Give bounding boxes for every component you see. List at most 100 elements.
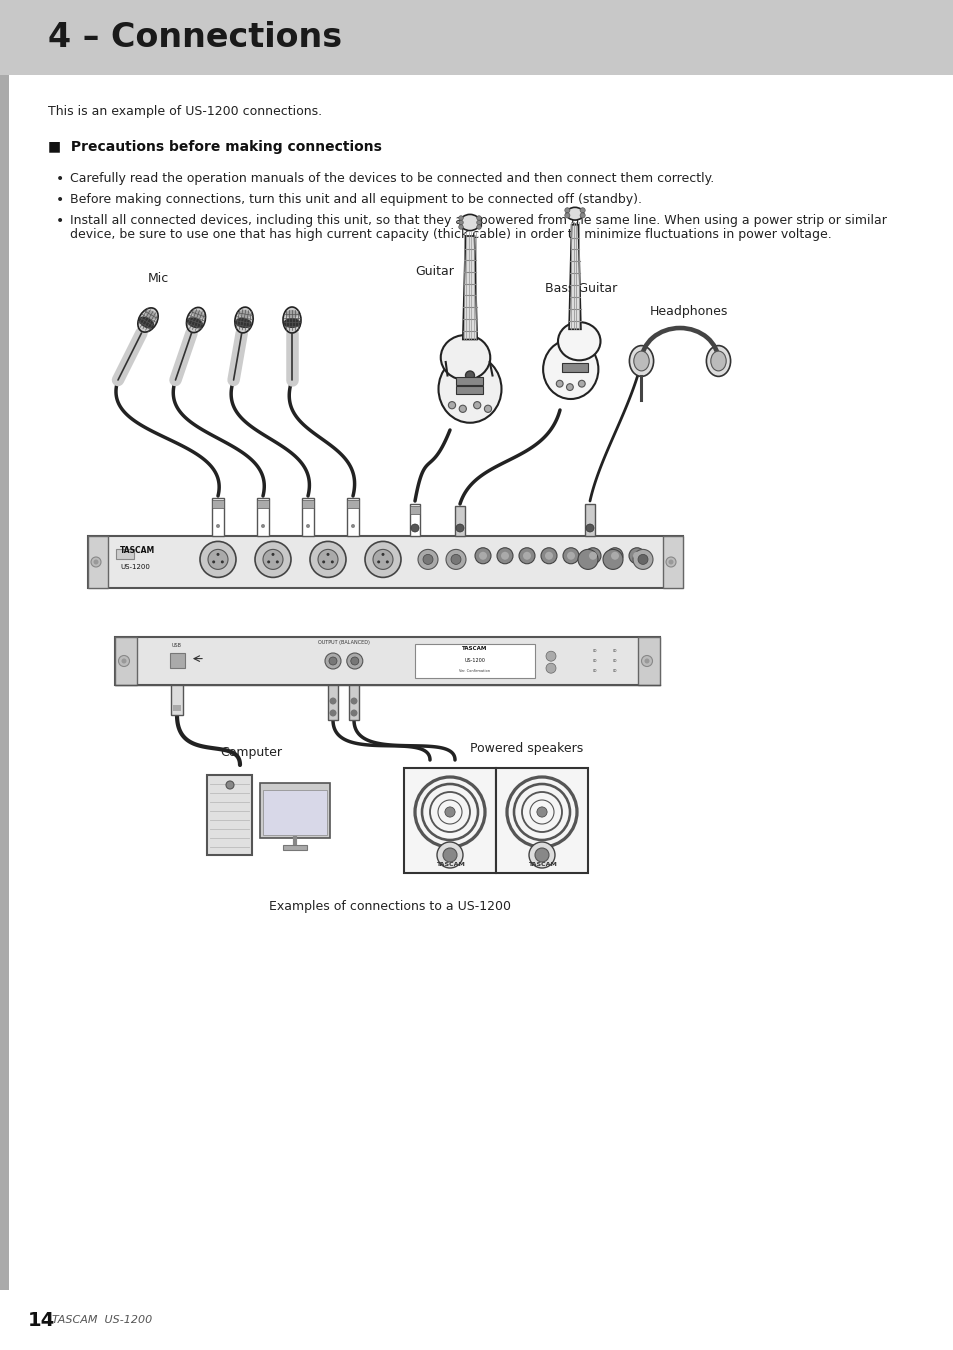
Text: 00: 00	[612, 659, 617, 663]
Ellipse shape	[438, 355, 501, 423]
Polygon shape	[568, 224, 580, 329]
Circle shape	[215, 524, 220, 528]
Polygon shape	[462, 236, 476, 339]
Circle shape	[118, 656, 130, 667]
Bar	[170, 653, 185, 668]
Circle shape	[310, 541, 346, 578]
Circle shape	[329, 698, 336, 705]
Circle shape	[365, 541, 400, 578]
Bar	[302, 498, 314, 536]
Text: This is an example of US-1200 connections.: This is an example of US-1200 connection…	[48, 105, 322, 117]
Ellipse shape	[705, 346, 730, 377]
Circle shape	[579, 208, 584, 213]
Bar	[171, 684, 183, 716]
Circle shape	[638, 555, 647, 564]
Circle shape	[458, 224, 463, 230]
Circle shape	[588, 552, 597, 560]
Circle shape	[478, 552, 486, 560]
Circle shape	[535, 848, 548, 863]
Circle shape	[484, 405, 491, 412]
Ellipse shape	[283, 306, 301, 333]
Bar	[403, 768, 496, 872]
Bar	[256, 500, 269, 508]
Bar	[455, 506, 464, 536]
Text: Examples of connections to a US-1200: Examples of connections to a US-1200	[269, 900, 511, 913]
Circle shape	[564, 208, 569, 213]
Bar	[115, 637, 659, 684]
Circle shape	[275, 560, 278, 563]
Circle shape	[373, 549, 393, 570]
Text: OUTPUT (BALANCED): OUTPUT (BALANCED)	[317, 640, 370, 645]
Circle shape	[347, 653, 362, 670]
Circle shape	[529, 842, 555, 868]
Circle shape	[545, 651, 556, 661]
Circle shape	[640, 656, 652, 667]
Circle shape	[540, 548, 557, 564]
Bar	[347, 498, 358, 536]
Circle shape	[578, 549, 598, 570]
Text: Install all connected devices, including this unit, so that they are powered fro: Install all connected devices, including…	[70, 215, 886, 227]
Circle shape	[306, 524, 310, 528]
Text: Powered speakers: Powered speakers	[470, 743, 582, 755]
Bar	[349, 684, 358, 720]
Bar	[88, 536, 682, 589]
Text: 4 – Connections: 4 – Connections	[48, 22, 342, 54]
Circle shape	[325, 653, 340, 670]
Circle shape	[545, 663, 556, 674]
Text: 00: 00	[612, 670, 617, 674]
Circle shape	[350, 710, 357, 717]
Circle shape	[331, 560, 334, 563]
Text: 00: 00	[612, 649, 617, 653]
Bar	[496, 768, 587, 872]
Circle shape	[458, 220, 463, 224]
Circle shape	[476, 216, 480, 220]
Text: US-1200: US-1200	[120, 564, 150, 570]
Circle shape	[644, 659, 649, 663]
Bar	[212, 500, 224, 508]
Ellipse shape	[138, 316, 154, 328]
Text: •: •	[56, 193, 64, 207]
Bar	[347, 500, 358, 508]
Circle shape	[633, 552, 640, 560]
Bar	[410, 504, 419, 536]
Text: 00: 00	[592, 649, 597, 653]
Circle shape	[456, 524, 463, 532]
Text: •: •	[56, 171, 64, 186]
Ellipse shape	[440, 335, 490, 379]
Ellipse shape	[187, 317, 203, 328]
Bar	[302, 500, 314, 508]
Bar	[447, 358, 492, 375]
Ellipse shape	[186, 308, 205, 332]
Ellipse shape	[283, 319, 300, 328]
Circle shape	[562, 548, 578, 564]
Text: 00: 00	[592, 670, 597, 674]
Circle shape	[417, 549, 437, 570]
Circle shape	[351, 524, 355, 528]
Bar	[263, 790, 327, 834]
Ellipse shape	[633, 351, 649, 371]
Bar	[0, 76, 9, 1350]
Ellipse shape	[566, 208, 583, 220]
Circle shape	[473, 401, 480, 409]
Circle shape	[216, 554, 219, 556]
Bar	[260, 783, 330, 837]
Ellipse shape	[629, 346, 653, 377]
Circle shape	[584, 548, 600, 564]
Circle shape	[272, 554, 274, 556]
Circle shape	[665, 558, 676, 567]
Ellipse shape	[234, 317, 252, 328]
Bar	[0, 0, 953, 76]
Circle shape	[267, 560, 270, 563]
Bar	[662, 536, 682, 589]
Ellipse shape	[234, 306, 253, 333]
Ellipse shape	[145, 310, 156, 320]
Text: Before making connections, turn this unit and all equipment to be connected off : Before making connections, turn this uni…	[70, 193, 641, 207]
Circle shape	[442, 848, 456, 863]
Bar	[115, 637, 137, 684]
Text: ■  Precautions before making connections: ■ Precautions before making connections	[48, 140, 381, 154]
Circle shape	[606, 548, 622, 564]
Bar	[561, 363, 587, 371]
Bar	[415, 644, 534, 678]
Ellipse shape	[239, 310, 251, 319]
Circle shape	[317, 549, 337, 570]
